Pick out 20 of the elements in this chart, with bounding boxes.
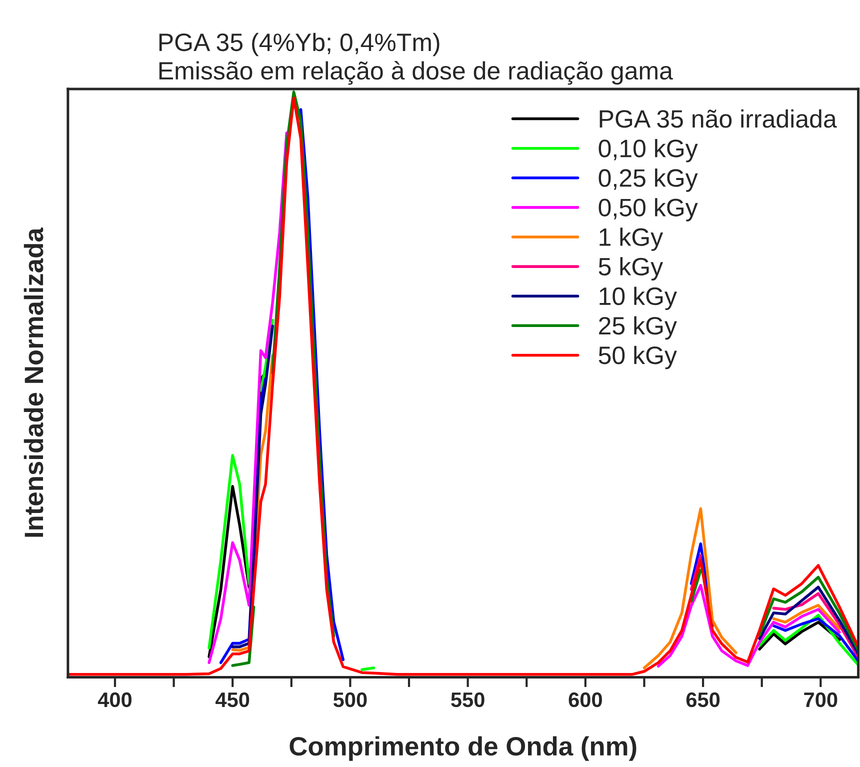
legend-label: 0,25 kGy	[598, 168, 698, 192]
legend-label: 10 kGy	[600, 286, 677, 310]
x-tick-label: 450	[216, 692, 250, 708]
legend-label: 1 kGy	[600, 228, 664, 251]
x-tick-label: 550	[451, 692, 484, 708]
x-tick-label: 600	[568, 692, 602, 708]
legend-label: 0,50 kGy	[598, 198, 698, 222]
x-axis-title: Comprimento de Onda (nm)	[290, 736, 636, 761]
legend-label: 50 kGy	[598, 346, 677, 370]
x-tick-label: 400	[98, 692, 132, 708]
y-axis-title: Intensidade Normalizada	[24, 228, 44, 537]
legend-label: 5 kGy	[598, 257, 664, 280]
chart-subtitle: Emissão em relação à dose de radiação gama	[159, 61, 673, 85]
x-tick-label: 500	[333, 692, 367, 708]
legend-label: PGA 35 não irradiada	[600, 109, 837, 128]
legend-label: 0,10 kGy	[598, 138, 698, 162]
legend-label: 25 kGy	[599, 316, 677, 340]
chart-title: PGA 35 (4%Yb; 0,4%Tm)	[159, 32, 440, 56]
x-tick-label: 700	[804, 692, 838, 708]
x-tick-label: 650	[686, 692, 720, 708]
